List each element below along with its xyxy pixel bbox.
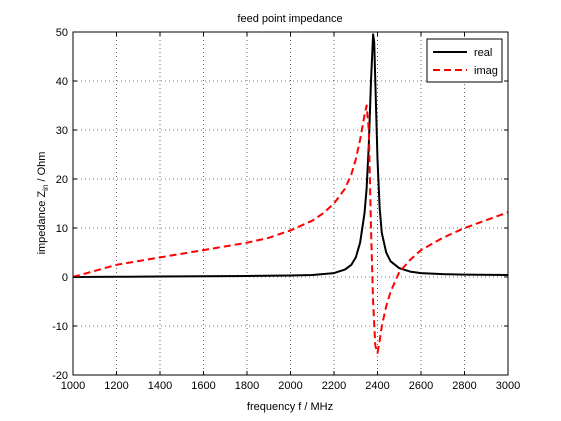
- y-tick-label: -20: [52, 370, 68, 382]
- x-tick-label: 2800: [452, 380, 476, 392]
- x-tick-label: 2000: [278, 380, 302, 392]
- series-layer: [72, 33, 509, 354]
- series-line-real: [72, 33, 509, 278]
- y-tick-label: 40: [56, 76, 68, 88]
- x-tick-label: 2200: [322, 380, 346, 392]
- x-tick-label: 2400: [365, 380, 389, 392]
- x-tick-label: 1000: [61, 380, 85, 392]
- tick-labels: 1000 1200 1400 1600 1800 2000 2200 2400 2600 2800…: [52, 27, 520, 392]
- y-tick-label: 20: [56, 174, 68, 186]
- y-tick-label: 50: [56, 27, 68, 39]
- legend-box: [426, 38, 503, 83]
- x-tick-label: 1800: [235, 380, 259, 392]
- y-tick-label: -10: [52, 321, 68, 333]
- chart-title: feed point impedance: [237, 13, 342, 25]
- y-tick-label: 10: [56, 223, 68, 235]
- y-tick-label: 0: [62, 272, 68, 284]
- x-axis-label: frequency f / MHz: [247, 401, 333, 413]
- series-line-imag: [72, 104, 509, 354]
- x-tick-label: 1600: [191, 380, 215, 392]
- legend: real imag: [426, 38, 503, 83]
- x-tick-label: 2600: [409, 380, 433, 392]
- x-tick-label: 3000: [496, 380, 520, 392]
- y-axis-label-subscript: in: [41, 185, 50, 191]
- plot-area: [73, 32, 508, 375]
- legend-label-imag: imag: [474, 65, 498, 77]
- y-axis-label-main: impedance Z: [36, 191, 48, 255]
- x-tick-label: 1400: [148, 380, 172, 392]
- x-tick-label: 1200: [104, 380, 128, 392]
- y-axis-label: impedance Zin / Ohm: [36, 152, 50, 255]
- legend-label-real: real: [474, 47, 492, 59]
- y-tick-label: 30: [56, 125, 68, 137]
- ticks: [72, 31, 509, 376]
- y-axis-label-unit: / Ohm: [36, 152, 48, 185]
